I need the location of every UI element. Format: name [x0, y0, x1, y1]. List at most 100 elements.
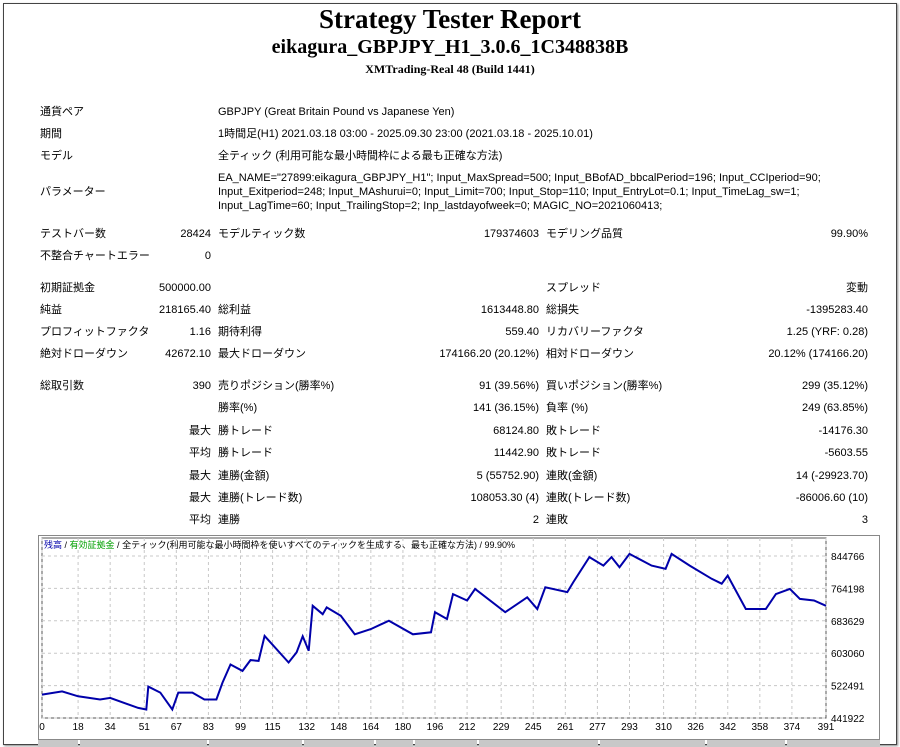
- stat-value: 99.90%: [830, 228, 868, 240]
- x-tick-label: 326: [687, 722, 704, 733]
- balance-line: [41, 552, 827, 712]
- stat-value: 3: [861, 514, 868, 526]
- stat-label: モデルティック数: [218, 228, 306, 240]
- stats-row: 最大 連勝(トレード数) 108053.30 (4) 連敗(トレード数) -86006.…: [0, 488, 900, 508]
- legend-sep: /: [115, 540, 123, 550]
- x-tick-label: 132: [298, 722, 315, 733]
- legend-sep: /: [477, 540, 485, 550]
- stat-value: 390: [192, 380, 211, 392]
- report-title: Strategy Tester Report: [319, 4, 581, 34]
- stat-value: 141 (36.15%): [472, 402, 539, 414]
- legend-model: 全ティック(利用可能な最小時間枠を使いすべてのティックを生成する、最も正確な方法…: [122, 539, 477, 550]
- stat-label: 売りポジション(勝率%): [218, 380, 335, 392]
- x-tick-label: 67: [171, 722, 183, 733]
- stat-label: 勝トレード: [218, 447, 273, 459]
- stat-label: 連敗: [546, 514, 568, 526]
- stat-value: 249 (63.85%): [801, 402, 868, 414]
- x-tick-label: 196: [427, 722, 444, 733]
- x-tick-label: 148: [330, 722, 347, 733]
- parameters-line: Input_Exitperiod=248; Input_MAshurui=0; …: [218, 186, 800, 198]
- x-tick-label: 342: [719, 722, 736, 733]
- x-tick-label: 115: [265, 722, 281, 733]
- x-tick-label: 277: [589, 722, 606, 733]
- stat-value: 変動: [846, 282, 868, 294]
- stat-label: 敗トレード: [546, 425, 601, 437]
- stat-value: 299 (35.12%): [801, 380, 868, 392]
- info-value-symbol: GBPJPY (Great Britain Pound vs Japanese …: [218, 106, 455, 118]
- stat-label: 勝トレード: [218, 425, 273, 437]
- stat-value: 5 (55752.90): [476, 470, 539, 482]
- x-tick-label: 358: [751, 722, 768, 733]
- stat-label: 買いポジション(勝率%): [546, 380, 663, 392]
- stat-value: -1395283.40: [806, 304, 868, 316]
- stat-value: 28424: [180, 228, 211, 240]
- chart-border: [38, 535, 880, 740]
- stat-value: 1.16: [189, 326, 211, 338]
- x-tick-label: 212: [459, 722, 476, 733]
- stat-value: 11442.90: [493, 447, 539, 459]
- stat-label: 純益: [40, 304, 62, 316]
- x-tick-label: 374: [784, 722, 801, 733]
- stat-value: -86006.60 (10): [795, 492, 868, 504]
- x-tick-label: 229: [493, 722, 510, 733]
- stat-value: 最大: [189, 425, 211, 437]
- x-tick-label: 51: [139, 722, 151, 733]
- info-label-period: 期間: [40, 128, 62, 140]
- stat-value: 平均: [189, 447, 211, 459]
- stats-row: 勝率(%) 141 (36.15%) 負率 (%) 249 (63.85%): [0, 398, 900, 418]
- parameters-line: Input_LagTime=60; Input_TrailingStop=2; …: [218, 200, 663, 212]
- legend-quality: 99.90%: [485, 540, 516, 550]
- stat-label: 総取引数: [40, 380, 84, 392]
- ea-name: eikagura_GBPJPY_H1_3.0.6_1C348838B: [271, 36, 629, 58]
- stat-label: 負率 (%): [546, 402, 589, 414]
- stat-value: 179374603: [483, 228, 539, 240]
- stat-label: 総利益: [218, 304, 251, 316]
- stat-label: 不整合チャートエラー: [40, 250, 150, 262]
- x-tick-label: 18: [73, 722, 85, 733]
- stat-label: 敗トレード: [546, 447, 601, 459]
- stat-label: 勝率(%): [218, 402, 258, 414]
- stat-label: テストバー数: [40, 228, 106, 240]
- stat-label: 連勝(トレード数): [218, 492, 303, 504]
- stat-value: 108053.30 (4): [470, 492, 540, 504]
- bottom-scroll-bar: [38, 740, 880, 747]
- stat-label: モデリング品質: [546, 228, 623, 240]
- stat-label: 連敗(金額): [546, 470, 598, 482]
- stat-label: 期待利得: [218, 326, 262, 338]
- stats-row: 平均 勝トレード 11442.90 敗トレード -5603.55: [0, 443, 900, 463]
- stat-label: プロフィットファクタ: [40, 326, 150, 338]
- stat-label: 絶対ドローダウン: [40, 348, 128, 360]
- stats-row: 最大 勝トレード 68124.80 敗トレード -14176.30: [0, 421, 900, 441]
- stat-value: 91 (39.56%): [479, 380, 539, 392]
- stat-value: 1.25 (YRF: 0.28): [786, 326, 868, 338]
- stats-row: 最大 連勝(金額) 5 (55752.90) 連敗(金額) 14 (-29923.70): [0, 466, 900, 486]
- stat-value: 0: [204, 250, 211, 262]
- chart-legend: 残高 / 有効証拠金 / 全ティック(利用可能な最小時間枠を使いすべてのティック…: [44, 539, 515, 550]
- stat-label: 総損失: [546, 304, 579, 316]
- stat-label: リカバリーファクタ: [546, 326, 644, 338]
- stat-value: 174166.20 (20.12%): [439, 348, 539, 360]
- stat-label: 連勝: [218, 514, 240, 526]
- y-tick-label: 683629: [831, 617, 865, 628]
- balance-chart: 441922 522491 603060 683629 764198 844766 0 18 3…: [38, 535, 880, 740]
- x-tick-label: 310: [655, 722, 672, 733]
- stat-value: 1613448.80: [480, 304, 539, 316]
- stat-value: 42672.10: [165, 348, 211, 360]
- x-tick-label: 0: [39, 722, 45, 733]
- stat-value: -14176.30: [818, 425, 868, 437]
- stat-value: 218165.40: [159, 304, 211, 316]
- stat-label: 相対ドローダウン: [546, 348, 634, 360]
- y-tick-label: 764198: [831, 584, 865, 595]
- stat-value: -5603.55: [824, 447, 868, 459]
- stat-value: 559.40: [505, 326, 539, 338]
- y-tick-label: 441922: [831, 714, 865, 725]
- stats-row: テストバー数 28424 モデルティック数 179374603 モデリング品質 99.90…: [0, 224, 900, 244]
- x-tick-label: 293: [621, 722, 638, 733]
- info-value-model: 全ティック (利用可能な最小時間枠による最も正確な方法): [218, 150, 503, 162]
- stat-label: 連敗(トレード数): [546, 492, 631, 504]
- stats-row: プロフィットファクタ 1.16 期待利得 559.40 リカバリーファクタ 1.25 (Y…: [0, 322, 900, 342]
- stat-value: 500000.00: [159, 282, 211, 294]
- stats-row: 初期証拠金 500000.00 スプレッド 変動: [0, 278, 900, 298]
- stats-row: 総取引数 390 売りポジション(勝率%) 91 (39.56%) 買いポジション(勝率…: [0, 376, 900, 396]
